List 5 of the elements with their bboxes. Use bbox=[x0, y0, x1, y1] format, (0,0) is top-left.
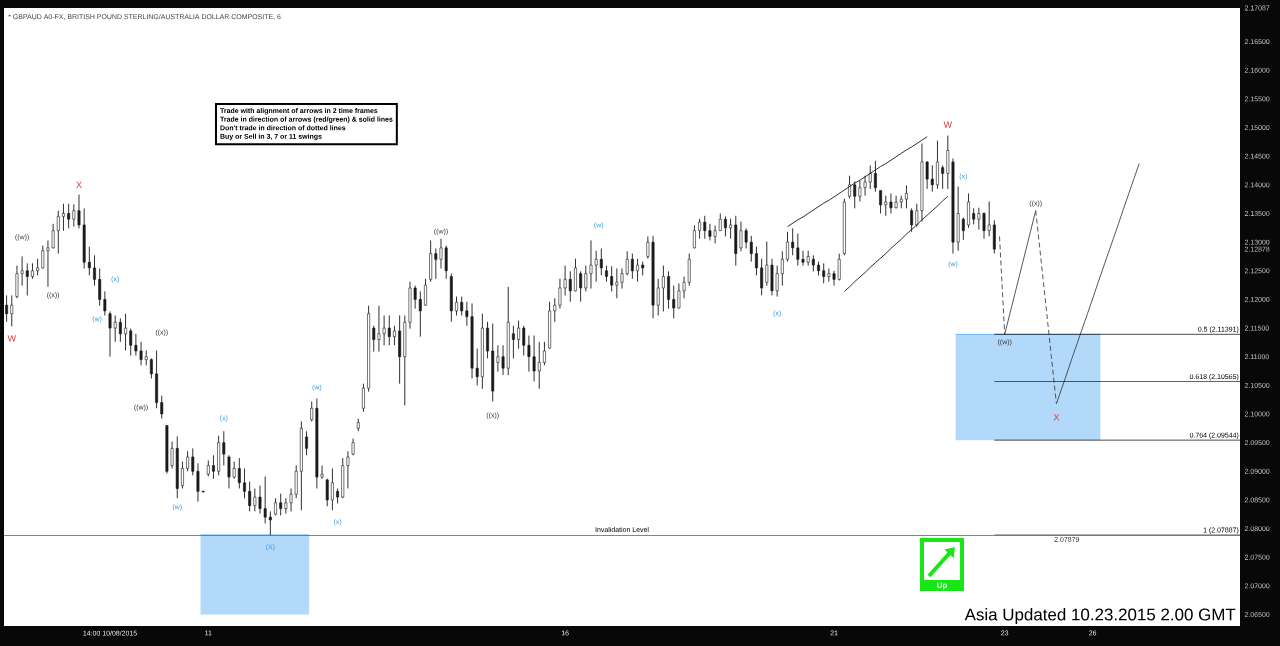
annotation: Asia Updated 10.23.2015 2.00 GMT bbox=[964, 608, 1236, 624]
annotation: W bbox=[7, 335, 16, 342]
annotation: X bbox=[76, 181, 82, 188]
annotation: W bbox=[943, 121, 953, 128]
annotation: X bbox=[1053, 414, 1060, 421]
